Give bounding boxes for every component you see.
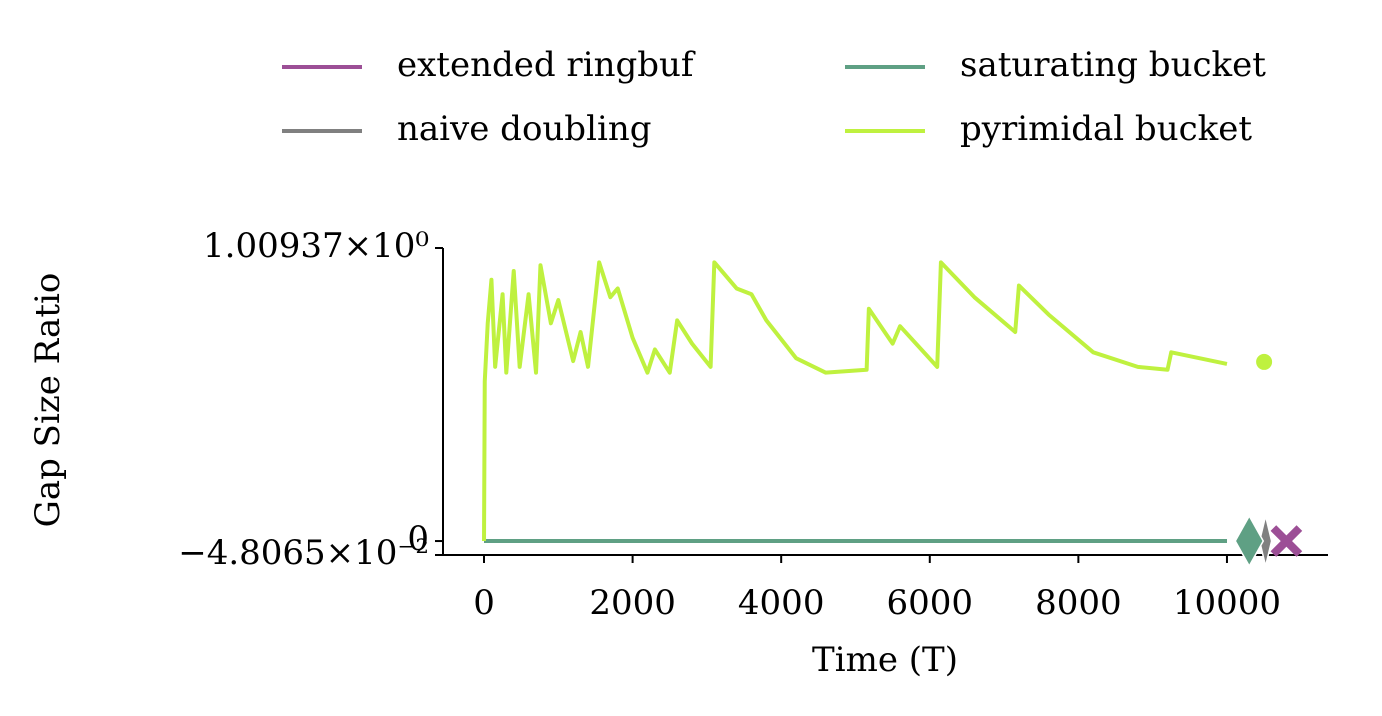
x-tick-label: 8000 bbox=[1035, 583, 1122, 623]
end-marker bbox=[1270, 525, 1303, 557]
y-tick-label: −4.8065×10⁻² bbox=[178, 533, 429, 573]
end-marker bbox=[1256, 353, 1273, 370]
x-tick-label: 2000 bbox=[589, 583, 676, 623]
x-tick-label: 10000 bbox=[1173, 583, 1281, 623]
legend-label: saturating bucket bbox=[960, 45, 1266, 85]
y-axis-label: Gap Size Ratio bbox=[28, 273, 68, 528]
end-marker bbox=[1234, 514, 1265, 568]
x-axis-label: Time (T) bbox=[812, 640, 958, 680]
series-line bbox=[482, 260, 1228, 542]
legend-label: pyrimidal bucket bbox=[960, 109, 1252, 149]
x-tick-label: 0 bbox=[473, 583, 495, 623]
end-marker bbox=[1258, 515, 1273, 567]
y-tick-label: 0 bbox=[407, 519, 429, 559]
x-tick-label: 4000 bbox=[738, 583, 825, 623]
y-tick-label: 1.00937×10⁰ bbox=[203, 226, 429, 266]
x-tick-label: 6000 bbox=[887, 583, 974, 623]
legend-label: naive doubling bbox=[397, 109, 652, 149]
legend-label: extended ringbuf bbox=[397, 45, 696, 85]
